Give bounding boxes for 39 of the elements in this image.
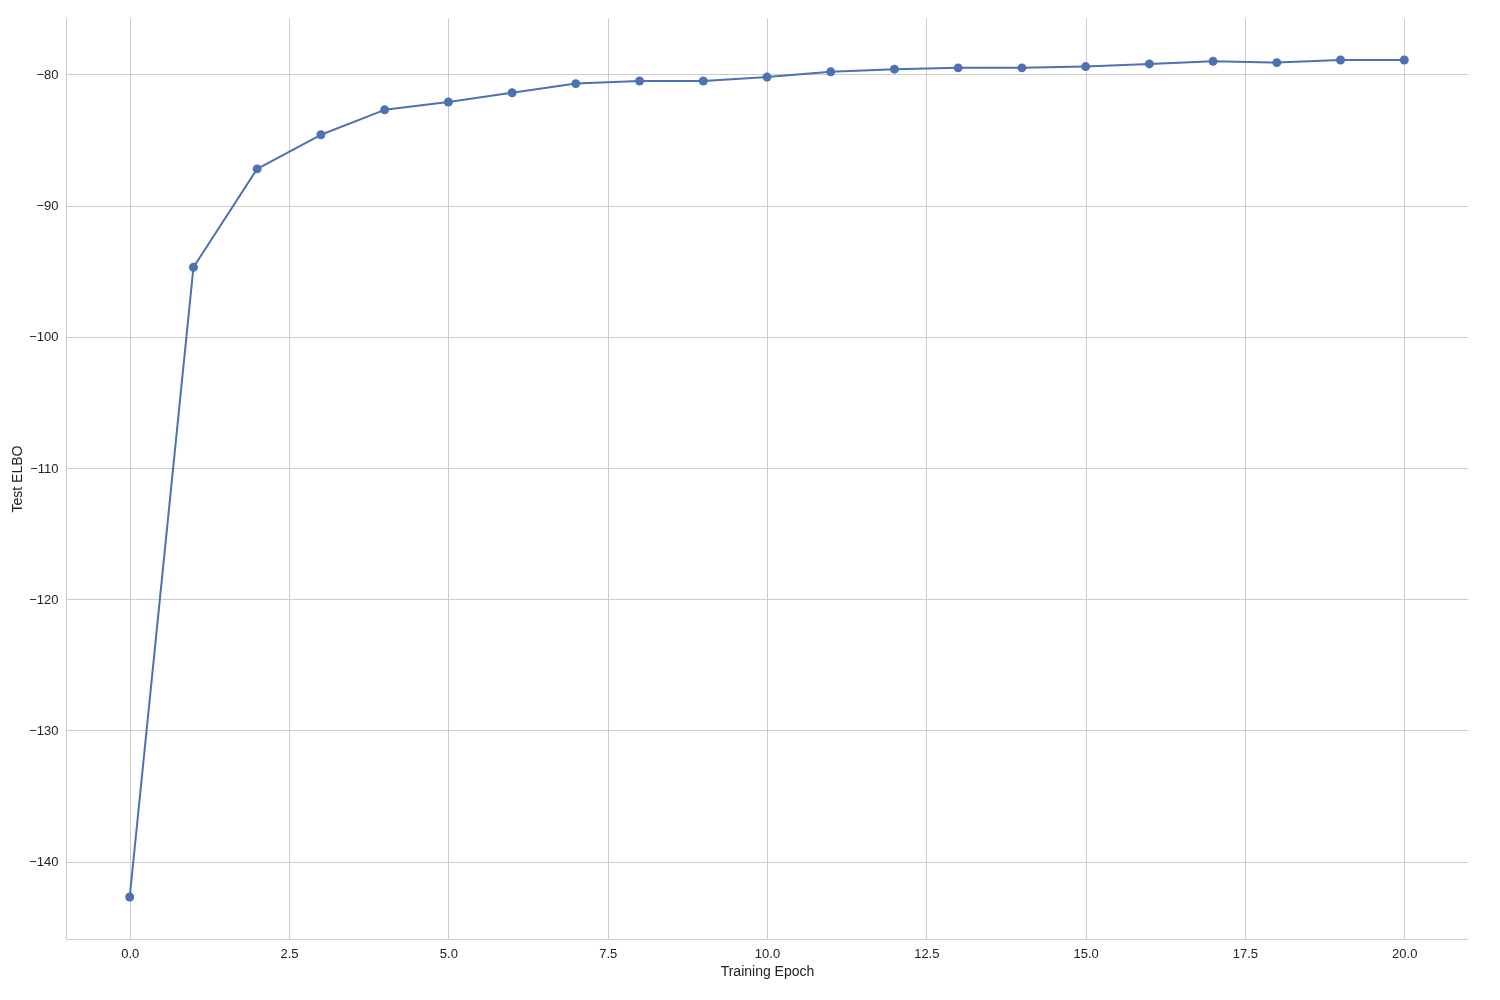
y-tick-label: −140 xyxy=(29,854,59,870)
x-tick-label: 15.0 xyxy=(1073,945,1099,961)
x-tick-label: 10.0 xyxy=(754,945,781,961)
point xyxy=(571,79,581,89)
point xyxy=(125,892,135,902)
x-tick-label: 5.0 xyxy=(439,945,458,961)
point xyxy=(698,76,708,86)
x-tick-label: 2.5 xyxy=(280,945,299,961)
point xyxy=(1017,63,1027,73)
point xyxy=(380,105,390,115)
point xyxy=(1272,58,1282,68)
point xyxy=(507,88,517,98)
y-tick-label: −80 xyxy=(36,66,59,82)
point xyxy=(635,76,645,86)
point xyxy=(1208,56,1218,66)
point xyxy=(316,130,326,140)
y-tick-label: −120 xyxy=(29,591,59,607)
y-tick-label: −110 xyxy=(30,460,59,476)
y-tick-label: −130 xyxy=(29,722,59,738)
point xyxy=(889,64,899,74)
y-tick-label: −90 xyxy=(36,198,59,214)
point xyxy=(1144,59,1154,69)
x-tick-label: 7.5 xyxy=(599,945,618,961)
x-tick-label: 0.0 xyxy=(121,945,140,961)
point xyxy=(953,63,963,73)
point xyxy=(188,262,198,272)
point xyxy=(443,97,453,107)
point xyxy=(1336,55,1346,65)
y-tick-label: −100 xyxy=(29,329,59,345)
x-tick-label: 20.0 xyxy=(1392,945,1418,961)
point xyxy=(826,67,836,77)
point xyxy=(252,164,262,174)
x-tick-label: 17.5 xyxy=(1232,945,1259,961)
x-tick-label: 12.5 xyxy=(914,945,940,961)
point xyxy=(1081,62,1091,72)
point xyxy=(762,72,772,82)
point xyxy=(1399,55,1409,65)
x-axis-title: Training Epoch xyxy=(720,962,815,979)
y-axis-title: Test ELBO xyxy=(9,445,26,513)
